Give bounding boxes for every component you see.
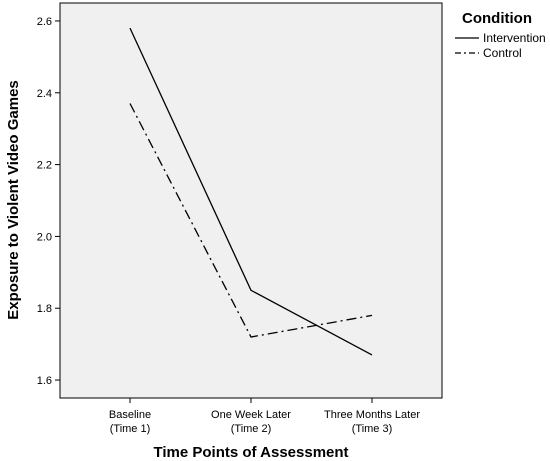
y-axis-title: Exposure to Violent Video Games <box>5 80 22 320</box>
series-line-intervention <box>129 27 373 356</box>
x-tick-label: One Week Later <box>211 409 291 421</box>
x-tick-label: (Time 1) <box>110 423 151 435</box>
plot-area <box>59 2 443 399</box>
y-axis: 1.6 1.8 2.0 2.2 2.4 2.6 <box>37 16 60 387</box>
y-tick-label: 2.4 <box>37 88 52 100</box>
y-tick-label: 1.6 <box>37 375 52 387</box>
y-tick-label: 2.0 <box>37 231 52 243</box>
y-tick-label: 2.6 <box>37 16 52 28</box>
series-line-control <box>129 103 373 338</box>
x-tick-label: (Time 2) <box>231 423 272 435</box>
x-axis-title: Time Points of Assessment <box>153 444 348 461</box>
x-axis: Baseline (Time 1) One Week Later (Time 2) Th… <box>109 398 420 435</box>
legend-title: Condition <box>462 10 532 27</box>
legend-label-control: Control <box>483 46 522 60</box>
x-tick-label: Three Months Later <box>324 409 420 421</box>
legend-label-intervention: Intervention <box>483 31 546 45</box>
x-tick-label: Baseline <box>109 409 151 421</box>
y-tick-label: 2.2 <box>37 160 52 172</box>
series-lines <box>129 27 373 356</box>
x-tick-label: (Time 3) <box>352 423 393 435</box>
y-tick-label: 1.8 <box>37 303 52 315</box>
